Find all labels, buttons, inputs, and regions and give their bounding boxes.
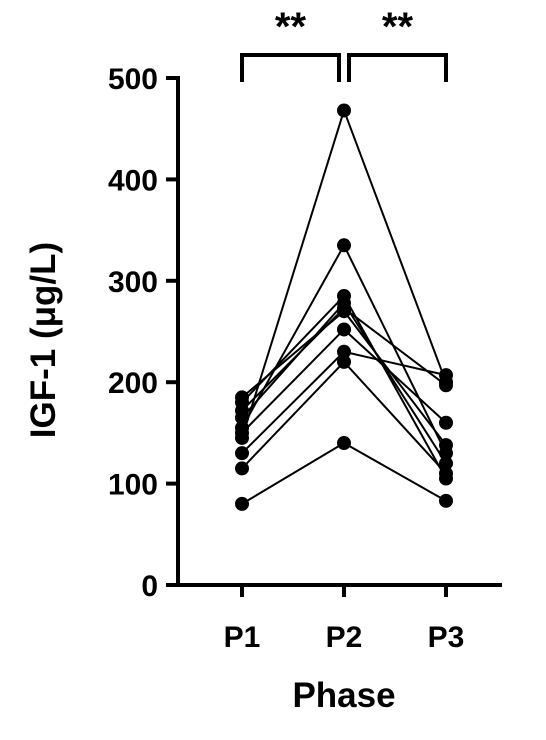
x-tick-label-p1: P1 [224,621,261,654]
significance-label-2: ** [382,5,414,49]
x-tick-label-p2: P2 [326,621,363,654]
point-s9-p3 [439,466,453,481]
point-s2-p2 [337,238,351,253]
point-s8-p3 [439,368,453,383]
data-points [235,103,453,511]
point-s6-p1 [235,390,249,405]
y-tick-label-500: 500 [108,63,158,96]
significance-bracket-1 [240,53,341,82]
point-s10-p2 [337,436,351,451]
point-s7-p1 [235,425,249,440]
point-s7-p3 [439,415,453,430]
y-tick-label-400: 400 [108,164,158,197]
y-ticks: 0 100 200 300 400 500 [108,63,178,603]
point-s8-p2 [337,344,351,359]
significance-brackets: ** ** [240,5,448,82]
x-tick-label-p3: P3 [428,621,465,654]
point-s5-p1 [235,403,249,418]
point-s10-p3 [439,493,453,508]
significance-bracket-2 [347,53,448,82]
x-axis-title: Phase [292,676,395,715]
point-s10-p1 [235,496,249,511]
y-tick-label-0: 0 [141,570,158,603]
point-s8-p1 [235,446,249,461]
point-s7-p2 [337,322,351,337]
series-line-10 [241,441,447,505]
point-s5-p3 [439,378,453,393]
point-s6-p3 [439,438,453,453]
y-tick-label-100: 100 [108,469,158,502]
x-ticks: P1 P2 P3 [224,585,465,654]
y-axis-title: IGF-1 (μg/L) [24,242,63,438]
point-s9-p2 [337,354,351,369]
y-tick-label-300: 300 [108,266,158,299]
point-s6-p2 [337,304,351,319]
point-s9-p1 [235,461,249,476]
y-tick-label-200: 200 [108,367,158,400]
point-s1-p2 [337,103,351,118]
significance-label-1: ** [275,5,307,49]
point-s4-p3 [439,456,453,471]
